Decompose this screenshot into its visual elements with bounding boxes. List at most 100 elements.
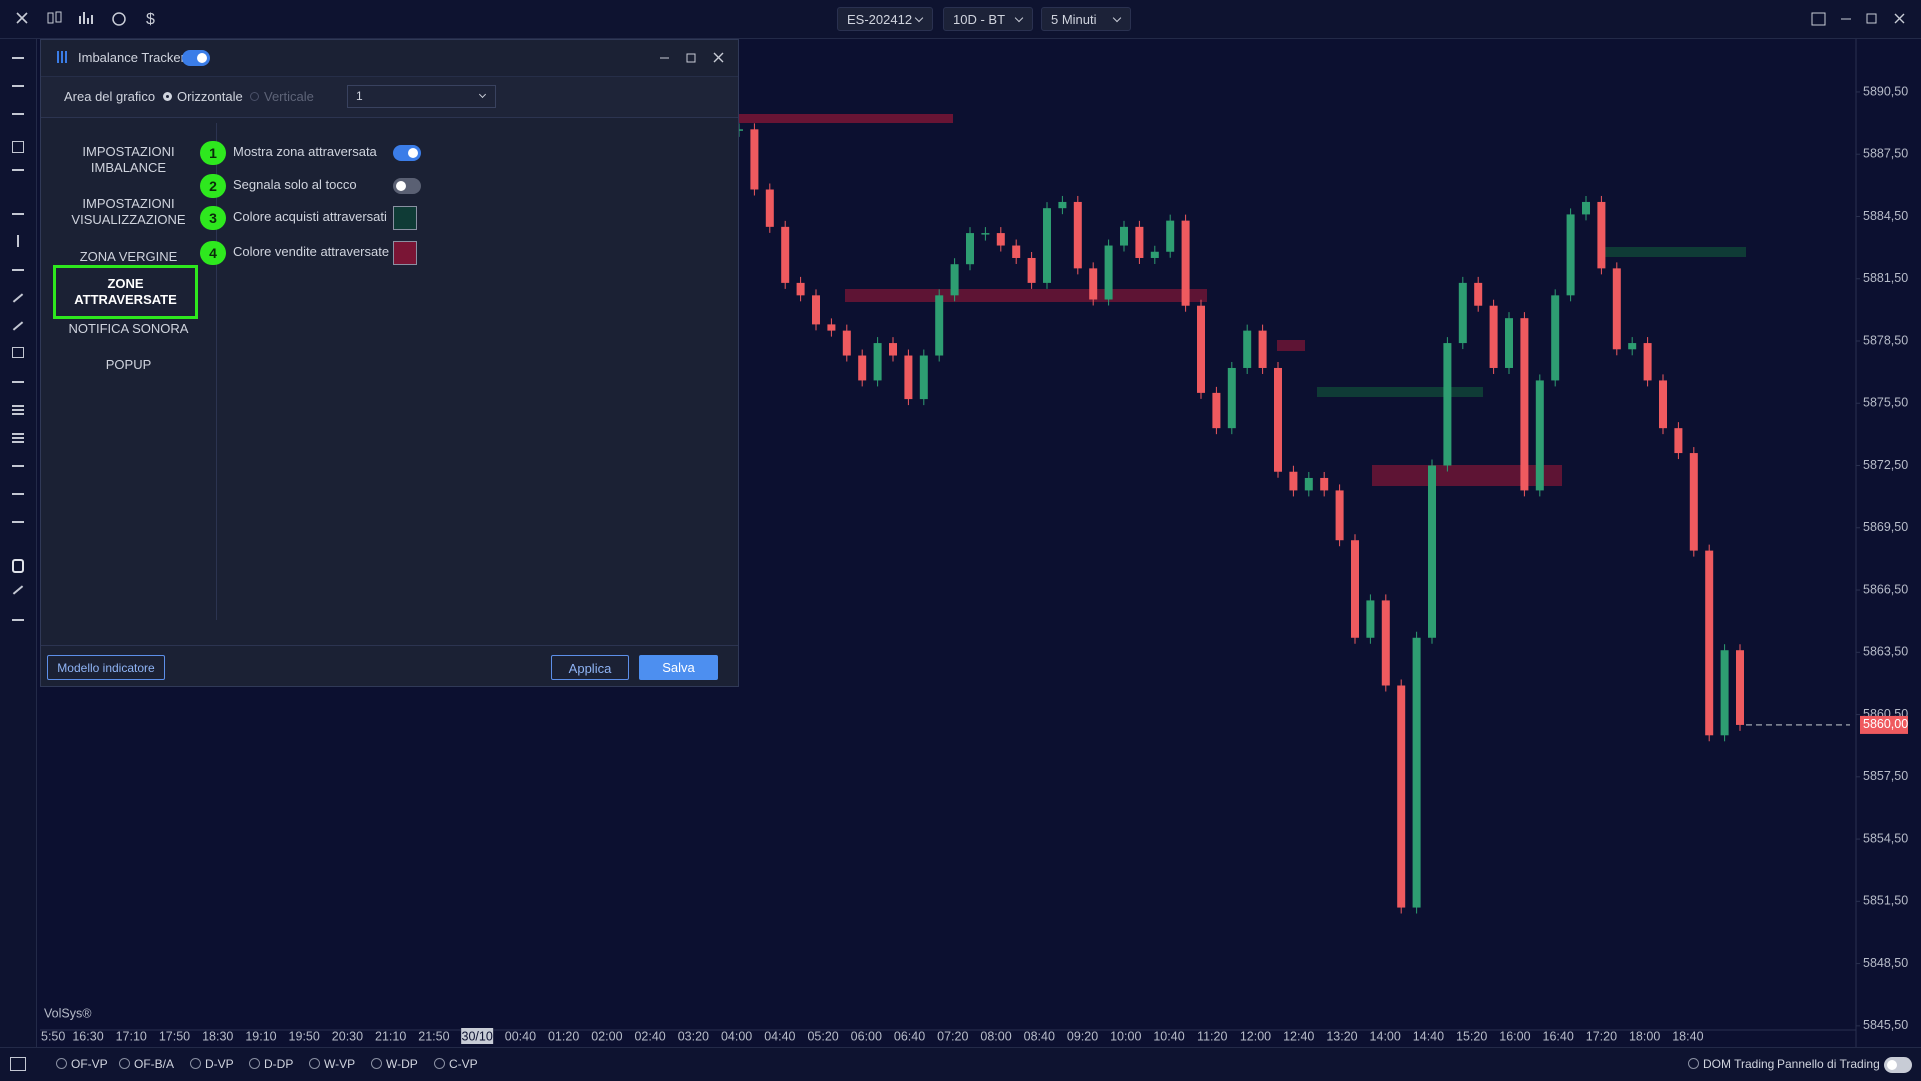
panel-icon[interactable]	[10, 1057, 26, 1071]
tool[interactable]	[12, 437, 24, 439]
x-tick-label: 04:40	[764, 1029, 795, 1043]
tool[interactable]	[12, 347, 24, 358]
y-tick-label: 5845,50	[1863, 1018, 1908, 1032]
tool[interactable]	[12, 113, 24, 115]
y-tick-label: 5878,50	[1863, 333, 1908, 347]
nav-item-text: NOTIFICA SONORA	[68, 321, 189, 336]
candle	[1428, 465, 1436, 638]
close-button[interactable]	[713, 52, 724, 63]
close-icon[interactable]	[16, 12, 28, 24]
x-tick-label: 12:00	[1240, 1029, 1271, 1043]
x-tick-label: 18:00	[1629, 1029, 1660, 1043]
candle	[1274, 367, 1282, 472]
y-tick-label: 5848,50	[1863, 956, 1908, 970]
y-tick-label: 5854,50	[1863, 831, 1908, 845]
candle	[1705, 550, 1714, 736]
bars-icon[interactable]	[79, 12, 93, 24]
study-toggle[interactable]: W-VP	[309, 1057, 355, 1071]
tool[interactable]	[12, 141, 24, 153]
tool[interactable]	[17, 235, 19, 247]
candle	[781, 226, 790, 283]
toggle[interactable]	[393, 178, 421, 194]
candle	[889, 343, 897, 356]
candle	[904, 355, 913, 400]
tool[interactable]	[12, 85, 24, 87]
layout-button[interactable]	[1811, 12, 1826, 26]
dollar-icon[interactable]: $	[146, 11, 155, 28]
radio-button[interactable]	[250, 92, 259, 101]
nav-item-text: POPUP	[105, 357, 152, 372]
nav-item[interactable]: ZONE ATTRAVERSATE	[53, 265, 198, 319]
maximize-button[interactable]	[686, 53, 696, 63]
tool[interactable]	[12, 213, 24, 215]
study-toggle[interactable]: W-DP	[371, 1057, 418, 1071]
study-toggle[interactable]: OF-VP	[56, 1057, 108, 1071]
nav-item[interactable]: IMPOSTAZIONI VISUALIZZAZIONE	[41, 196, 216, 228]
color-swatch[interactable]	[393, 241, 417, 265]
tool[interactable]	[12, 465, 24, 467]
candle	[935, 295, 944, 356]
candles-icon[interactable]	[47, 12, 54, 24]
nav-item[interactable]: ZONA VERGINE	[41, 249, 216, 265]
toggle[interactable]	[393, 145, 421, 161]
dom-trading[interactable]: DOM Trading	[1688, 1057, 1774, 1071]
candle	[1120, 226, 1128, 246]
template-button[interactable]: Modello indicatore	[47, 655, 165, 680]
x-tick-label: 16:30	[72, 1029, 103, 1043]
candle	[1566, 214, 1575, 296]
symbol-dropdown[interactable]: ES-202412	[837, 7, 933, 31]
tool[interactable]	[12, 409, 24, 411]
close-button[interactable]	[1894, 13, 1905, 24]
candle	[1659, 380, 1667, 429]
interval-dropdown[interactable]: 5 Minuti	[1041, 7, 1131, 31]
x-tick-label: 21:10	[375, 1029, 406, 1043]
tool[interactable]	[12, 559, 24, 573]
nav-item[interactable]: IMPOSTAZIONI IMBALANCE	[41, 144, 216, 176]
tool[interactable]	[12, 521, 24, 523]
candle	[1073, 201, 1082, 269]
maximize-button[interactable]	[1866, 13, 1877, 24]
study-toggle[interactable]: C-VP	[434, 1057, 478, 1071]
candle	[1597, 201, 1606, 269]
y-tick-label: 5872,50	[1863, 458, 1908, 472]
candle	[735, 129, 743, 131]
radio-button[interactable]	[163, 92, 172, 101]
dropdown[interactable]: 1	[347, 85, 496, 108]
tool[interactable]	[12, 321, 24, 331]
tool[interactable]	[12, 493, 24, 495]
apply-button[interactable]: Applica	[551, 655, 629, 680]
trading-panel-toggle[interactable]	[1884, 1057, 1912, 1073]
sell-zone	[739, 114, 953, 123]
range-dropdown[interactable]: 10D - BT	[943, 7, 1033, 31]
enable-toggle[interactable]	[182, 50, 210, 66]
x-tick-highlight	[461, 1028, 494, 1044]
area-label: Area del grafico	[64, 89, 156, 104]
study-toggle[interactable]: D-DP	[249, 1057, 293, 1071]
tool[interactable]	[12, 585, 24, 595]
tool[interactable]	[12, 619, 24, 621]
color-swatch[interactable]	[393, 206, 417, 230]
candle	[1551, 295, 1560, 381]
x-tick-label: 12:40	[1283, 1029, 1314, 1043]
candle	[1304, 477, 1313, 491]
candle	[1243, 330, 1252, 368]
candle	[1720, 650, 1729, 736]
x-tick-label: 04:00	[721, 1029, 752, 1043]
tool[interactable]	[12, 269, 24, 271]
nav-item[interactable]: NOTIFICA SONORA	[41, 321, 216, 337]
nav-item[interactable]: POPUP	[41, 357, 216, 373]
tool[interactable]	[12, 381, 24, 383]
candle	[1397, 685, 1406, 908]
candle	[1643, 343, 1652, 381]
candle	[842, 330, 851, 356]
candle	[1166, 220, 1175, 252]
settings-icon[interactable]	[112, 12, 126, 26]
save-button[interactable]: Salva	[639, 655, 718, 680]
candles-icon[interactable]	[55, 11, 62, 23]
tool[interactable]	[12, 57, 24, 59]
tool[interactable]	[12, 293, 24, 303]
candle	[1104, 245, 1113, 300]
study-toggle[interactable]: D-VP	[190, 1057, 234, 1071]
study-toggle[interactable]: OF-B/A	[119, 1057, 174, 1071]
tool[interactable]	[12, 169, 24, 171]
